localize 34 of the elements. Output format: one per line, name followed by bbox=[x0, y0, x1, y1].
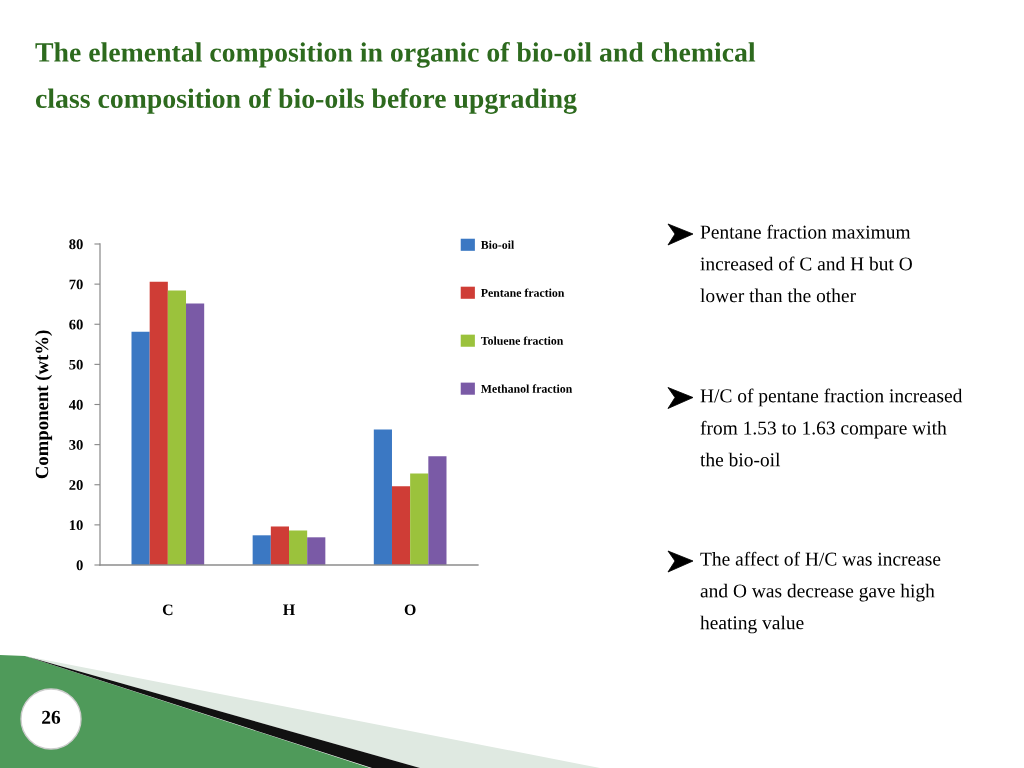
x-tick-label: O bbox=[404, 604, 416, 616]
y-tick-label: 80 bbox=[69, 239, 83, 250]
text: 26 bbox=[42, 710, 61, 724]
y-tick-label: 50 bbox=[69, 359, 83, 370]
bar bbox=[373, 429, 392, 565]
legend-label: Toluene fraction bbox=[480, 336, 564, 345]
bar bbox=[428, 456, 447, 565]
y-tick-label: 60 bbox=[69, 319, 83, 330]
bar bbox=[391, 486, 411, 565]
x-tick-label: H bbox=[283, 604, 295, 615]
text: Pentane fraction maximum increased of C and H but O lower than the other bbox=[700, 224, 912, 303]
bar bbox=[167, 290, 187, 565]
y-axis-title: Component (wt%) bbox=[35, 330, 53, 479]
text: The affect of H/C was increase and O was decrease gave high heating value bbox=[700, 551, 941, 634]
bar bbox=[410, 473, 429, 565]
bar bbox=[307, 537, 326, 565]
bar bbox=[131, 331, 150, 565]
text: H/C of pentane fraction increased from 1.53 to 1.63 compare with the bio-oil bbox=[700, 388, 963, 467]
y-tick-label: 0 bbox=[76, 560, 83, 571]
bar bbox=[289, 530, 308, 565]
legend-label: Methanol fraction bbox=[480, 384, 573, 393]
legend-label: Bio-oil bbox=[480, 240, 515, 249]
bar bbox=[186, 303, 205, 565]
bar bbox=[270, 526, 289, 565]
y-tick-label: 70 bbox=[69, 279, 83, 290]
y-tick-label: 30 bbox=[69, 439, 83, 450]
x-tick-label: C bbox=[162, 604, 173, 616]
y-tick-label: 20 bbox=[69, 480, 83, 490]
bar bbox=[149, 281, 168, 565]
chart-title: The elemental composition in organic of bio-oil and chemical class composition of bio-oils before upgrading bbox=[35, 42, 756, 114]
legend-label: Pentane fraction bbox=[480, 288, 565, 297]
bar bbox=[252, 535, 271, 565]
y-tick-label: 40 bbox=[68, 399, 83, 410]
y-tick-label: 10 bbox=[69, 520, 83, 531]
